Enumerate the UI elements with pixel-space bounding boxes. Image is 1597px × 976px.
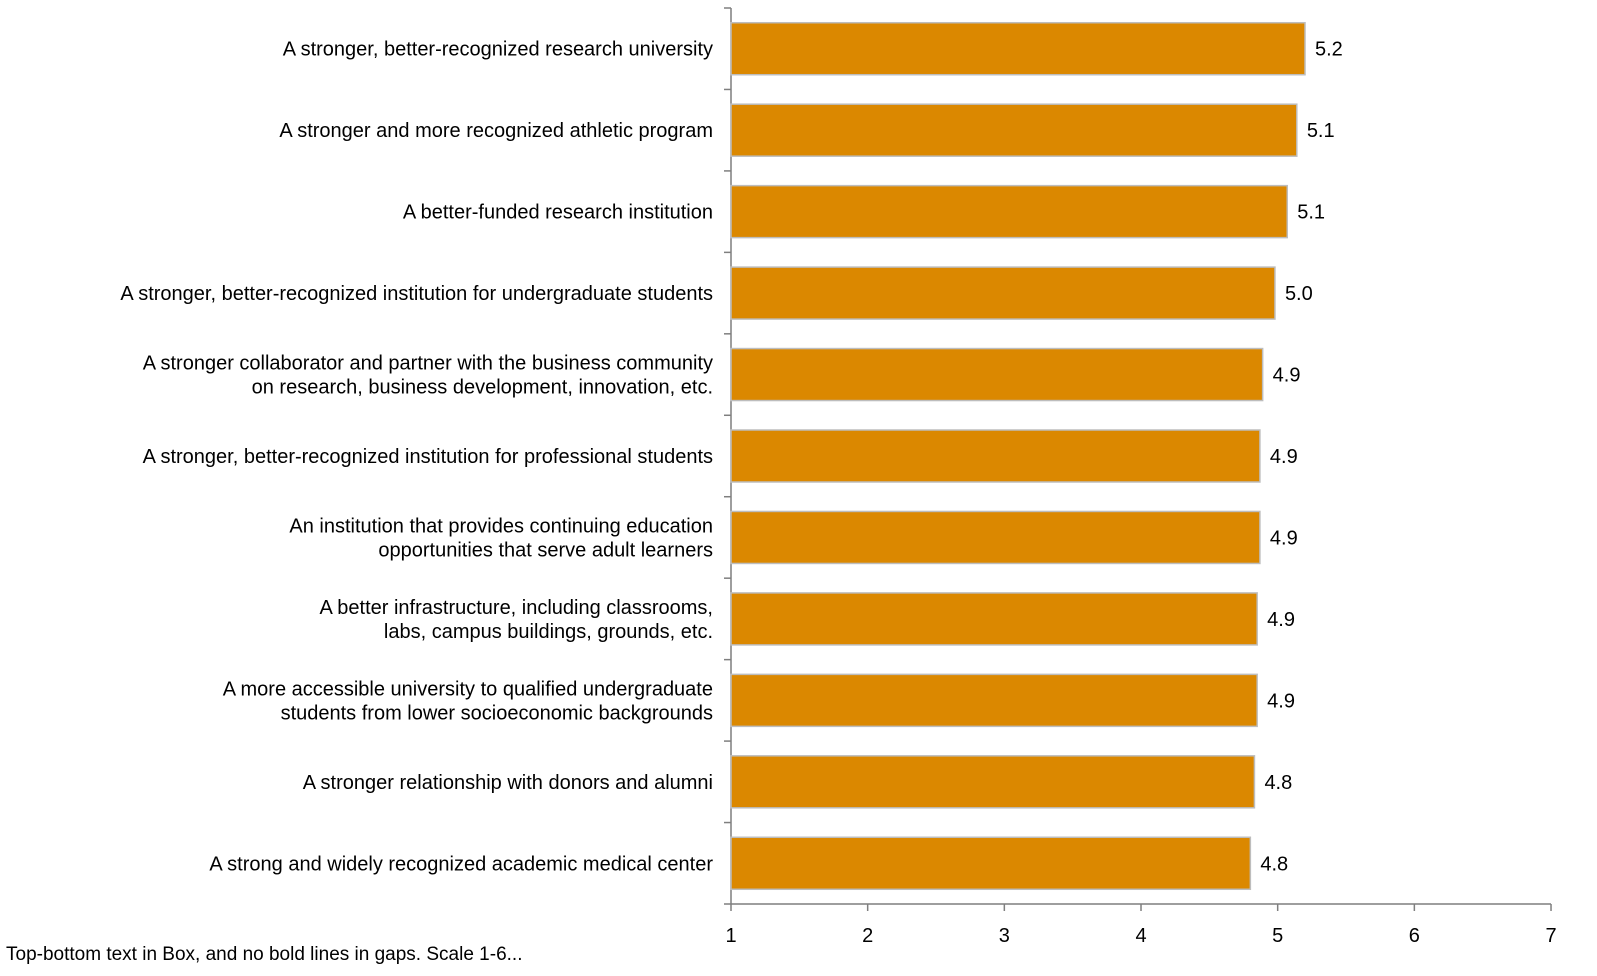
category-label: A stronger, better-recognized institutio…	[143, 446, 713, 468]
value-label: 4.9	[1270, 527, 1298, 549]
value-label: 4.8	[1264, 772, 1292, 794]
x-tick-label: 5	[1272, 925, 1283, 947]
bar	[730, 673, 1258, 728]
value-label: 4.9	[1267, 609, 1295, 631]
x-tick-label: 1	[725, 925, 736, 947]
bar	[730, 266, 1276, 320]
category-label: A stronger relationship with donors and …	[303, 772, 713, 794]
category-label: An institution that provides continuing …	[289, 515, 713, 537]
bar	[730, 184, 1288, 239]
bar	[730, 429, 1261, 483]
bar	[730, 103, 1298, 157]
category-label: A stronger and more recognized athletic …	[279, 120, 713, 142]
value-label: 5.1	[1297, 202, 1325, 224]
bar	[730, 592, 1258, 646]
x-tick-label: 4	[1135, 925, 1146, 947]
category-label: A better-funded research institution	[403, 202, 713, 224]
category-label: students from lower socioeconomic backgr…	[281, 702, 713, 724]
value-label: 4.9	[1270, 446, 1298, 468]
bar	[730, 21, 1306, 76]
x-tick-label: 7	[1545, 925, 1556, 947]
category-label: A stronger, better-recognized institutio…	[120, 283, 713, 305]
category-label: A stronger collaborator and partner with…	[143, 353, 713, 375]
category-label: A strong and widely recognized academic …	[209, 853, 713, 875]
value-label: 4.9	[1273, 365, 1301, 387]
category-label: A stronger, better-recognized research u…	[283, 39, 713, 61]
bar	[730, 755, 1256, 809]
category-label: on research, business development, innov…	[252, 377, 713, 399]
bar	[730, 510, 1261, 565]
footnote: Top-bottom text in Box, and no bold line…	[6, 944, 523, 965]
value-label: 5.2	[1315, 39, 1343, 61]
x-tick-label: 6	[1409, 925, 1420, 947]
value-label: 5.1	[1307, 120, 1335, 142]
x-tick-label: 2	[862, 925, 873, 947]
category-label: A more accessible university to qualifie…	[223, 678, 713, 700]
category-label: A better infrastructure, including class…	[319, 597, 713, 619]
value-label: 5.0	[1285, 283, 1313, 305]
value-label: 4.9	[1267, 690, 1295, 712]
x-tick-label: 3	[999, 925, 1010, 947]
value-label: 4.8	[1260, 853, 1288, 875]
category-label: opportunities that serve adult learners	[378, 539, 713, 561]
bar	[730, 836, 1252, 891]
category-label: labs, campus buildings, grounds, etc.	[384, 621, 713, 643]
bar	[730, 347, 1264, 402]
